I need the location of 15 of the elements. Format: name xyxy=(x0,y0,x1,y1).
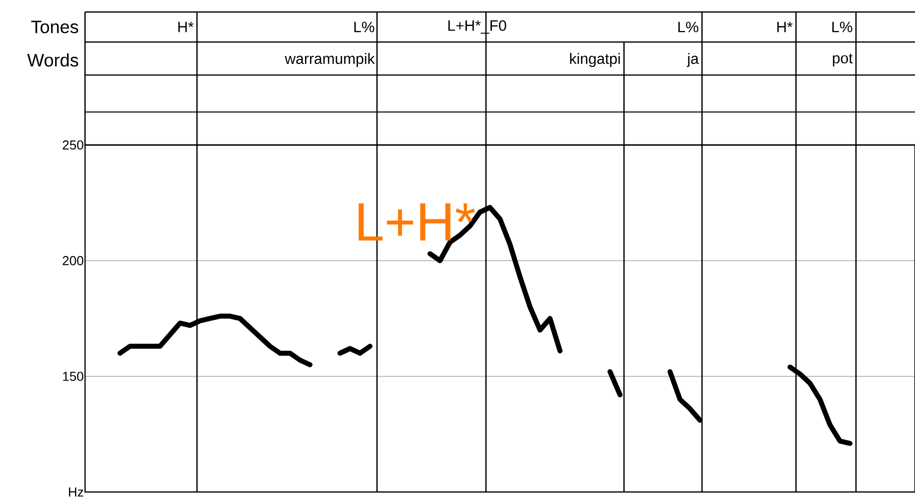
text: H* xyxy=(777,22,793,32)
text: L% xyxy=(678,22,698,32)
text: L% xyxy=(354,22,374,32)
text: ja xyxy=(686,52,699,67)
text: pot xyxy=(832,54,853,66)
y-tick-label: 150 xyxy=(63,372,84,381)
y-tick-label: 200 xyxy=(62,256,84,266)
text: H* xyxy=(178,22,194,32)
y-tick-label: 250 xyxy=(62,140,84,150)
y-tick-label: Hz xyxy=(68,488,84,496)
text: Tones xyxy=(31,20,78,34)
text: Words xyxy=(27,53,78,67)
text: warramumpik xyxy=(284,52,375,67)
text: kingatpi xyxy=(570,52,620,67)
text: L% xyxy=(832,22,852,32)
